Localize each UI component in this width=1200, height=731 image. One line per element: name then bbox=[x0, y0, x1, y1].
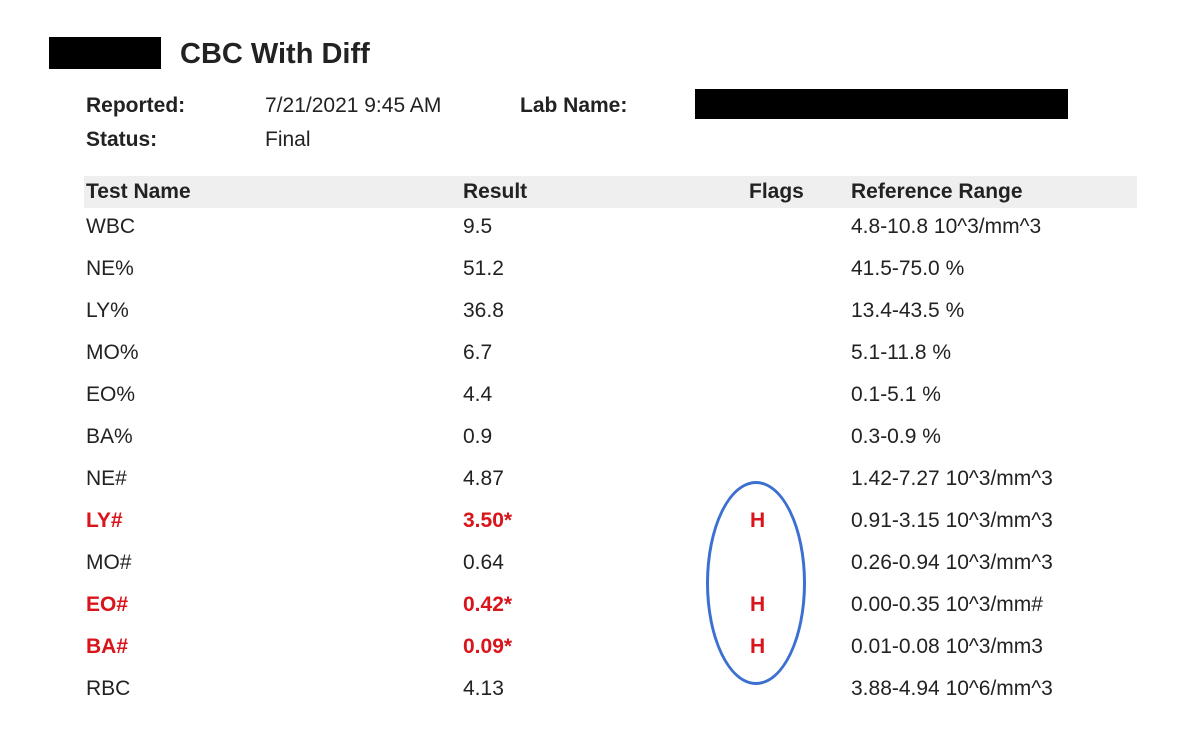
cell-result: 6.7 bbox=[463, 341, 493, 364]
cell-test-name: NE% bbox=[86, 257, 134, 280]
header-flags: Flags bbox=[749, 180, 804, 203]
header-reference-range: Reference Range bbox=[851, 180, 1023, 203]
reported-value: 7/21/2021 9:45 AM bbox=[265, 94, 442, 117]
cell-test-name: EO# bbox=[86, 593, 129, 616]
cell-result: 4.4 bbox=[463, 383, 493, 406]
report-title: CBC With Diff bbox=[180, 38, 370, 70]
cell-reference-range: 0.91-3.15 10^3/mm^3 bbox=[851, 509, 1053, 532]
cell-reference-range: 41.5-75.0 % bbox=[851, 257, 965, 280]
status-value: Final bbox=[265, 128, 311, 151]
cell-test-name: MO% bbox=[86, 341, 139, 364]
cell-reference-range: 1.42-7.27 10^3/mm^3 bbox=[851, 467, 1053, 490]
cell-reference-range: 5.1-11.8 % bbox=[851, 341, 952, 364]
cell-reference-range: 0.00-0.35 10^3/mm# bbox=[851, 593, 1043, 616]
reported-label: Reported: bbox=[86, 94, 186, 117]
cell-result: 9.5 bbox=[463, 215, 493, 238]
table-header bbox=[84, 176, 1137, 208]
cell-test-name: NE# bbox=[86, 467, 127, 490]
header-result: Result bbox=[463, 180, 528, 203]
cell-result: 51.2 bbox=[463, 257, 504, 280]
status-label: Status: bbox=[86, 128, 158, 151]
cell-reference-range: 13.4-43.5 % bbox=[851, 299, 965, 322]
cell-reference-range: 0.3-0.9 % bbox=[851, 425, 941, 448]
redacted-logo bbox=[49, 37, 161, 69]
annotation-circle bbox=[706, 481, 806, 685]
cell-reference-range: 0.26-0.94 10^3/mm^3 bbox=[851, 551, 1053, 574]
cell-test-name: LY% bbox=[86, 299, 129, 322]
cell-reference-range: 4.8-10.8 10^3/mm^3 bbox=[851, 215, 1042, 238]
cell-reference-range: 3.88-4.94 10^6/mm^3 bbox=[851, 677, 1053, 700]
cell-reference-range: 0.01-0.08 10^3/mm3 bbox=[851, 635, 1043, 658]
cell-test-name: LY# bbox=[86, 509, 123, 532]
cell-result: 36.8 bbox=[463, 299, 504, 322]
cell-test-name: RBC bbox=[86, 677, 131, 700]
cell-reference-range: 0.1-5.1 % bbox=[851, 383, 941, 406]
cell-result: 0.42* bbox=[463, 593, 513, 616]
redacted-lab-name bbox=[695, 89, 1068, 119]
cell-result: 4.87 bbox=[463, 467, 504, 490]
cell-test-name: EO% bbox=[86, 383, 136, 406]
cell-result: 0.09* bbox=[463, 635, 513, 658]
cell-test-name: BA% bbox=[86, 425, 133, 448]
header-test-name: Test Name bbox=[86, 180, 191, 203]
lab-name-label: Lab Name: bbox=[520, 94, 628, 117]
cell-test-name: BA# bbox=[86, 635, 129, 658]
cell-test-name: WBC bbox=[86, 215, 135, 238]
cell-result: 4.13 bbox=[463, 677, 504, 700]
cell-test-name: MO# bbox=[86, 551, 132, 574]
cell-result: 0.64 bbox=[463, 551, 504, 574]
cell-result: 3.50* bbox=[463, 509, 513, 532]
cell-result: 0.9 bbox=[463, 425, 493, 448]
